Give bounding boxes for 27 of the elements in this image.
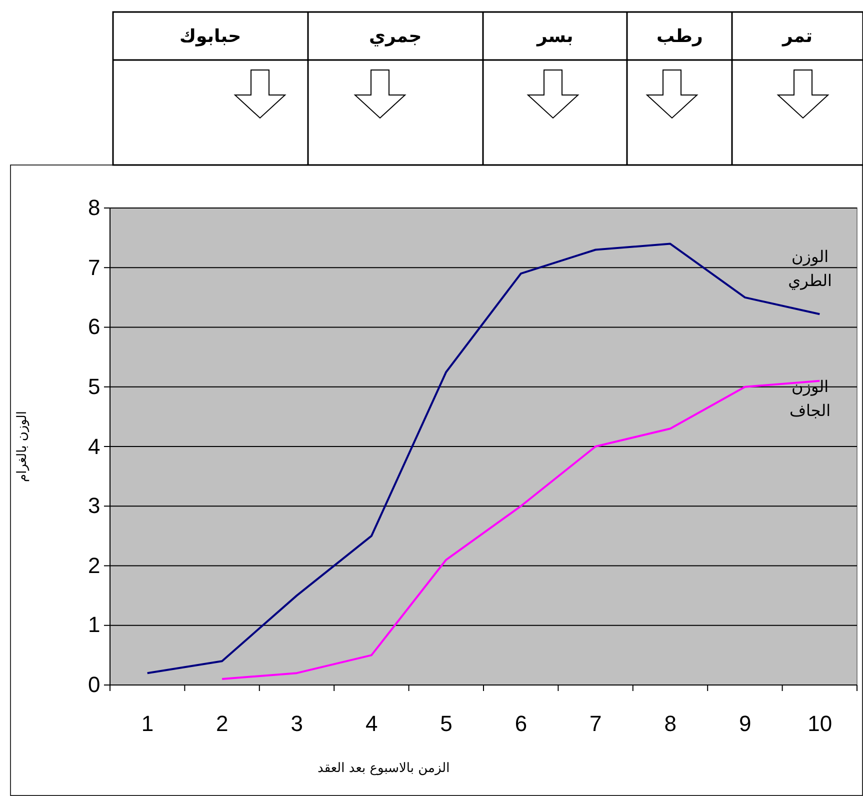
x-tick-label: 10 bbox=[808, 711, 832, 737]
x-tick-label: 2 bbox=[216, 711, 228, 737]
x-tick-label: 3 bbox=[290, 711, 303, 737]
x-tick-label: 8 bbox=[664, 711, 676, 737]
text: حبابوك bbox=[180, 26, 242, 46]
x-tick-label: 6 bbox=[514, 711, 528, 737]
y-tick-label: 6 bbox=[88, 314, 100, 340]
y-tick-label: 7 bbox=[88, 254, 100, 281]
x-tick-label: 7 bbox=[590, 711, 602, 737]
y-axis-title: الوزن بالغرام bbox=[14, 410, 30, 482]
y-tick-label: 8 bbox=[88, 195, 100, 221]
x-axis-title: الزمن بالاسبوع بعد العقد bbox=[318, 760, 450, 776]
series-label: الوزن الطري bbox=[787, 246, 833, 292]
y-tick-label: 0 bbox=[88, 672, 100, 698]
x-tick-label: 1 bbox=[141, 711, 154, 737]
x-tick-label: 9 bbox=[738, 711, 752, 737]
y-tick-label: 3 bbox=[88, 493, 100, 520]
y-tick-label: 1 bbox=[88, 612, 100, 638]
text: رطب bbox=[656, 26, 703, 46]
y-tick-label: 5 bbox=[88, 374, 100, 400]
x-tick-label: 4 bbox=[365, 711, 378, 737]
y-tick-label: 4 bbox=[88, 434, 100, 460]
x-tick-label: 5 bbox=[440, 711, 452, 737]
y-tick-label: 2 bbox=[88, 552, 100, 579]
text: جمري bbox=[369, 26, 422, 46]
text: تمر bbox=[782, 26, 813, 46]
text: بسر bbox=[537, 26, 574, 46]
